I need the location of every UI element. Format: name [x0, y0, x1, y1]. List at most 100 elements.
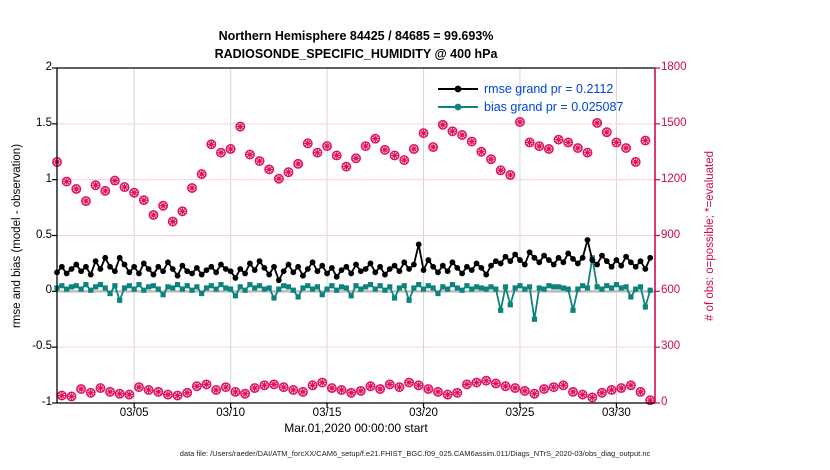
left-y-tick-label: -1 [41, 396, 52, 408]
rmse-marker [58, 263, 65, 270]
bias-marker [420, 286, 427, 292]
legend-label-rmse: rmse grand pr = 0.2112 [484, 82, 614, 96]
bias-marker [353, 283, 359, 289]
obs-count-marker [616, 383, 627, 394]
rmse-marker [343, 263, 350, 270]
obs-count-marker [519, 385, 530, 396]
obs-count-marker [220, 382, 231, 393]
obs-count-marker [389, 150, 400, 161]
rmse-marker [468, 267, 475, 274]
left-y-tick-label: 0.5 [36, 228, 52, 241]
rmse-marker [435, 269, 441, 276]
legend-entry-rmse: rmse grand pr = 0.2112 [436, 80, 623, 98]
rmse-marker [618, 262, 625, 269]
bias-marker [604, 283, 610, 289]
rmse-marker [179, 262, 186, 269]
obs-count-marker [592, 117, 603, 128]
rmse-marker [439, 262, 446, 269]
bias-marker [290, 287, 296, 293]
rmse-marker [382, 271, 388, 278]
rmse-marker [425, 257, 432, 263]
rmse-marker [507, 258, 514, 265]
obs-count-marker [307, 380, 318, 391]
rmse-marker [169, 266, 176, 272]
obs-count-marker [433, 386, 443, 397]
bias-marker [256, 283, 263, 289]
obs-count-marker [375, 384, 386, 394]
bias-marker [59, 283, 65, 289]
rmse-marker [603, 258, 610, 265]
rmse-marker [193, 264, 200, 271]
bias-marker [136, 282, 142, 288]
bias-marker [160, 292, 166, 298]
obs-count-marker [129, 187, 140, 198]
obs-count-marker [61, 176, 72, 187]
rmse-marker [555, 254, 562, 261]
obs-count-marker [191, 381, 202, 392]
bias-marker [642, 304, 648, 310]
rmse-marker [218, 261, 224, 268]
rmse-marker [121, 261, 128, 268]
obs-count-marker [196, 169, 207, 180]
bias-marker [281, 283, 287, 289]
obs-count-marker [109, 175, 120, 186]
left-y-tick-label: 2 [45, 61, 52, 73]
rmse-marker [309, 259, 316, 266]
obs-count-marker [278, 382, 289, 393]
bias-marker [565, 286, 571, 292]
x-tick-label: 03/30 [602, 407, 631, 419]
bias-marker [498, 307, 504, 313]
left-y-tick-label: 0 [45, 284, 52, 297]
rmse-marker [357, 268, 364, 275]
bias-marker [517, 283, 523, 289]
bias-marker [247, 282, 253, 288]
rmse-marker [512, 251, 519, 258]
obs-count-marker [254, 156, 265, 167]
rmse-marker [367, 260, 374, 267]
rmse-marker [271, 263, 277, 270]
rmse-marker [497, 260, 504, 267]
bias-marker [401, 283, 407, 289]
bias-marker [314, 284, 321, 290]
rmse-marker [160, 268, 166, 275]
rmse-marker [574, 260, 581, 267]
bias-marker [170, 285, 176, 291]
bias-marker [546, 283, 552, 289]
rmse-marker [594, 261, 601, 268]
legend: rmse grand pr = 0.2112 bias grand pr = 0… [436, 80, 623, 116]
obs-count-marker [114, 388, 125, 399]
bias-marker [223, 285, 229, 291]
rmse-marker [391, 262, 398, 269]
rmse-marker [222, 266, 229, 272]
obs-count-marker [177, 206, 188, 217]
obs-count-marker [524, 137, 535, 148]
bias-marker [527, 284, 533, 290]
obs-count-marker [568, 386, 578, 397]
right-y-tick-label: 1200 [661, 172, 687, 185]
obs-count-marker [452, 387, 463, 398]
bias-marker [252, 285, 258, 291]
obs-count-marker [172, 390, 183, 401]
bias-marker [78, 286, 84, 292]
rmse-marker [377, 263, 384, 270]
right-y-tick-label: 1800 [661, 61, 687, 73]
bias-marker [64, 286, 70, 292]
bias-marker [203, 285, 210, 291]
rmse-marker [189, 270, 195, 277]
rmse-marker [632, 263, 639, 270]
bias-marker [218, 282, 224, 288]
bias-marker [502, 284, 509, 290]
obs-count-marker [461, 379, 472, 390]
bias-marker [266, 285, 272, 291]
obs-count-marker [216, 147, 226, 158]
bias-marker [338, 284, 345, 290]
bias-marker [551, 284, 557, 290]
obs-count-marker [515, 117, 525, 127]
obs-count-marker [249, 383, 260, 394]
obs-count-marker [471, 377, 482, 388]
rmse-marker [627, 259, 634, 266]
rmse-marker [174, 272, 181, 279]
obs-count-marker [457, 130, 468, 140]
obs-count-marker [495, 165, 506, 176]
